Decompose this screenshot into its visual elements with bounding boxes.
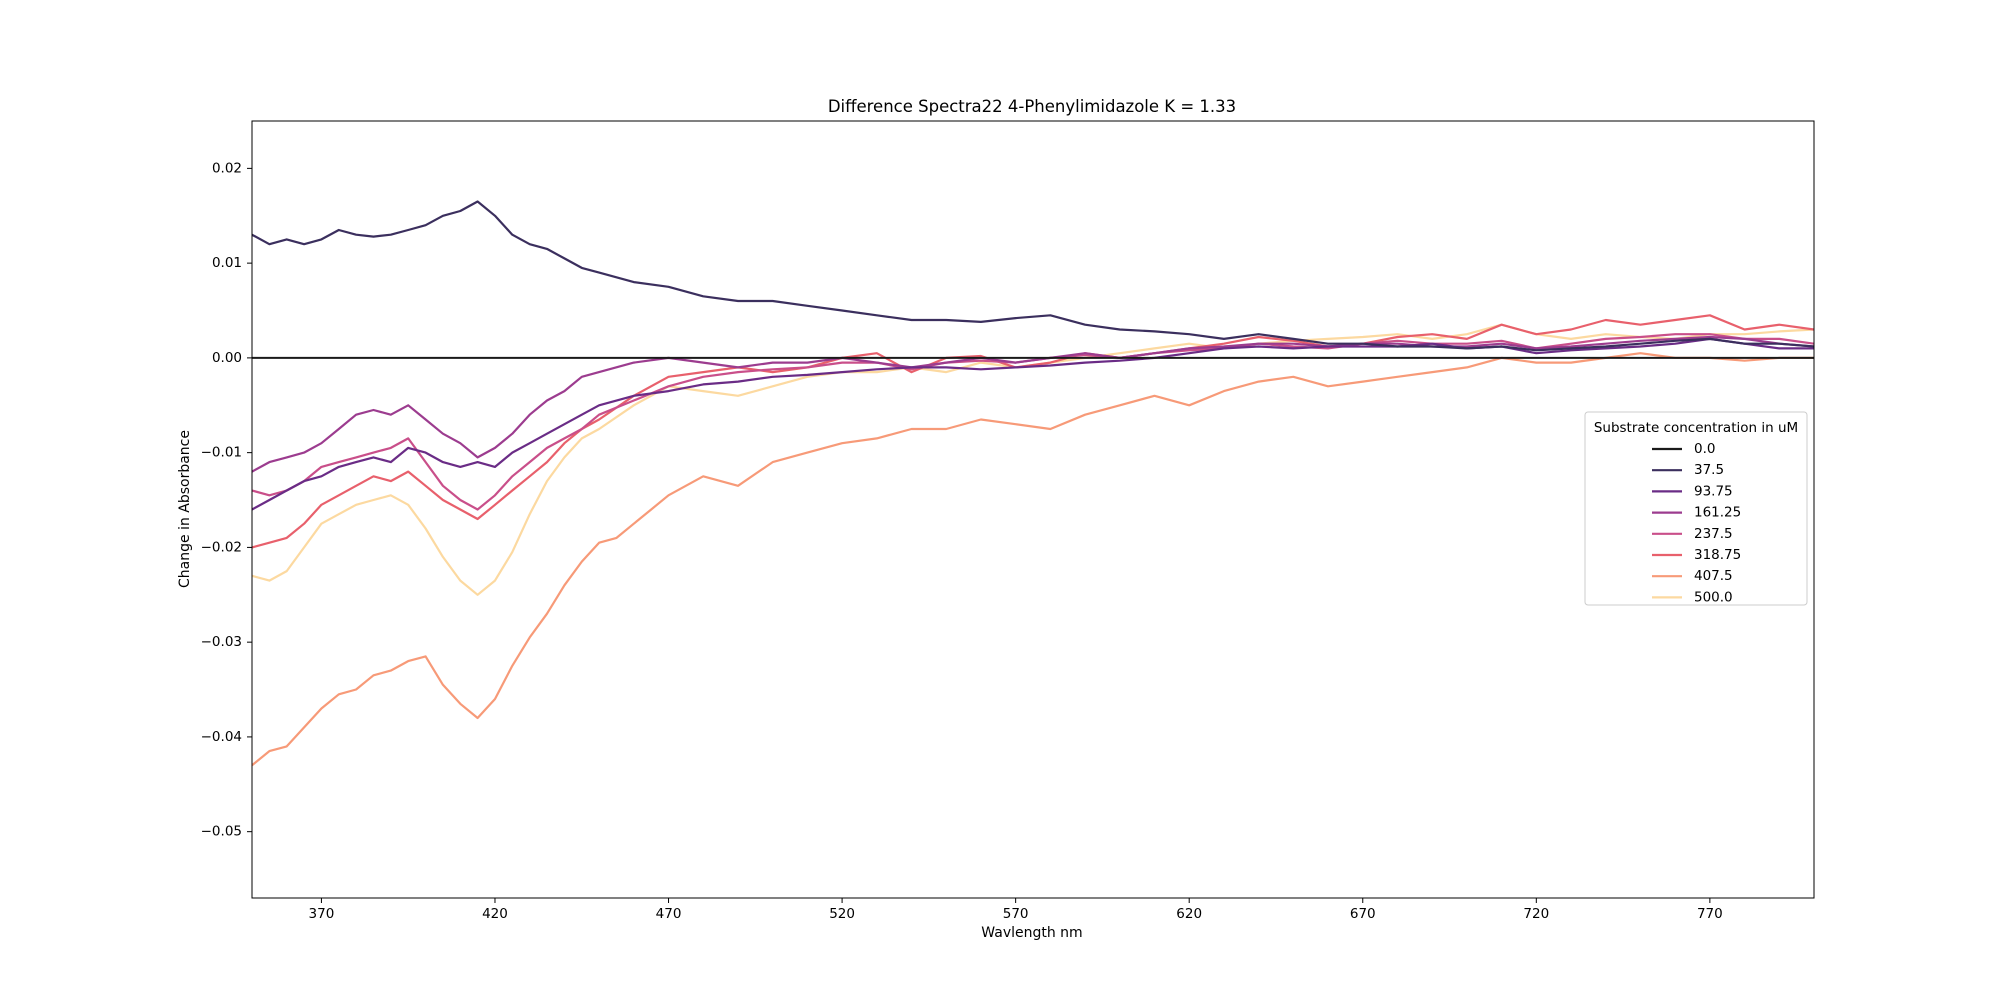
plot-frame [251, 120, 1815, 899]
legend-label: 407.5 [1694, 568, 1733, 584]
y-tick-label: 0.02 [212, 160, 242, 176]
x-tick-label: 570 [1003, 906, 1029, 922]
legend-label: 0.0 [1694, 441, 1715, 457]
x-tick-label: 370 [309, 906, 335, 922]
series-line-237-5 [252, 333, 1814, 511]
legend-frame [1584, 411, 1808, 606]
y-tick-label: −0.05 [201, 824, 242, 840]
y-tick-label: 0.00 [212, 350, 242, 366]
legend-label: 237.5 [1694, 526, 1733, 542]
legend-label: 500.0 [1694, 589, 1733, 605]
y-axis-label: Change in Absorbance [177, 430, 193, 588]
legend-label: 37.5 [1694, 462, 1724, 478]
x-axis: 370 420 470 520 570 620 670 720 770 [309, 898, 1723, 922]
legend-label: 318.75 [1694, 547, 1741, 563]
series-line-318-75 [252, 314, 1814, 549]
legend: Substrate concentration in uM 0.0 37.5 93.… [1584, 411, 1808, 606]
x-axis-label: Wavlength nm [981, 925, 1082, 941]
x-tick-label: 670 [1350, 906, 1376, 922]
x-tick-label: 770 [1697, 906, 1723, 922]
legend-label: 161.25 [1694, 505, 1741, 521]
chart-title: Difference Spectra22 4-Phenylimidazole K… [828, 97, 1236, 116]
series-line-407-5 [252, 352, 1814, 767]
x-tick-label: 520 [829, 906, 855, 922]
x-tick-label: 720 [1523, 906, 1549, 922]
y-tick-label: 0.01 [212, 255, 242, 271]
legend-title: Substrate concentration in uM [1594, 420, 1798, 436]
series-line-161-25 [252, 335, 1814, 473]
x-tick-label: 420 [482, 906, 508, 922]
legend-label: 93.75 [1694, 483, 1733, 499]
y-tick-label: −0.04 [201, 729, 242, 745]
series-line-37-5 [252, 200, 1814, 352]
y-axis: 0.02 0.01 0.00 −0.01 −0.02 −0.03 −0.04 −0.05 [201, 160, 252, 840]
y-tick-label: −0.01 [201, 445, 242, 461]
y-tick-label: −0.03 [201, 634, 242, 650]
plot-area [252, 200, 1814, 767]
y-tick-label: −0.02 [201, 539, 242, 555]
x-tick-label: 470 [656, 906, 682, 922]
x-tick-label: 620 [1176, 906, 1202, 922]
